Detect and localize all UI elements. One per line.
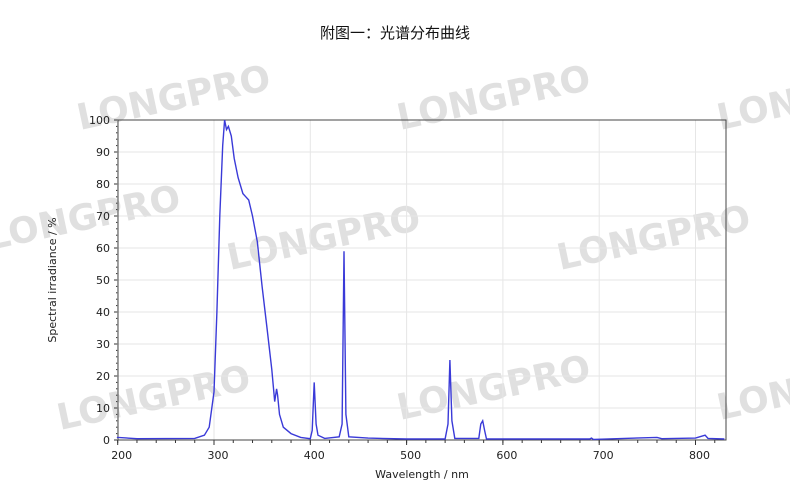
spectrum-line xyxy=(116,119,725,441)
x-tick-label: 800 xyxy=(689,449,710,462)
x-tick-label: 500 xyxy=(400,449,421,462)
x-tick-label: 700 xyxy=(593,449,614,462)
figure-title: 附图一：光谱分布曲线 xyxy=(319,24,470,42)
watermark-text: LONGPRO xyxy=(0,178,184,259)
y-tick-label: 60 xyxy=(96,242,110,255)
y-tick-label: 0 xyxy=(103,434,110,447)
x-tick-label: 300 xyxy=(208,449,229,462)
y-tick-label: 40 xyxy=(96,306,110,319)
watermark-text: LONGPRO xyxy=(713,58,790,139)
y-tick-label: 50 xyxy=(96,274,110,287)
watermark-text: LONGPRO xyxy=(393,58,594,139)
watermark-text: LONGPRO xyxy=(553,198,754,279)
x-axis-label: Wavelength / nm xyxy=(375,468,469,481)
watermark-text: LONGPRO xyxy=(53,358,254,439)
y-tick-label: 100 xyxy=(89,114,110,127)
x-tick-label: 600 xyxy=(496,449,517,462)
y-tick-label: 80 xyxy=(96,178,110,191)
y-tick-label: 10 xyxy=(96,402,110,415)
watermark-text: LONGPRO xyxy=(393,348,594,429)
y-tick-label: 90 xyxy=(96,146,110,159)
y-tick-label: 30 xyxy=(96,338,110,351)
x-tick-label: 200 xyxy=(111,449,132,462)
watermark-text: LONGPRO xyxy=(713,348,790,429)
y-tick-label: 20 xyxy=(96,370,110,383)
y-axis-label: Spectral irradiance / % xyxy=(46,217,59,342)
plot-border xyxy=(117,119,727,441)
y-tick-label: 70 xyxy=(96,210,110,223)
x-tick-label: 400 xyxy=(304,449,325,462)
watermark-text: LONGPRO xyxy=(223,198,424,279)
